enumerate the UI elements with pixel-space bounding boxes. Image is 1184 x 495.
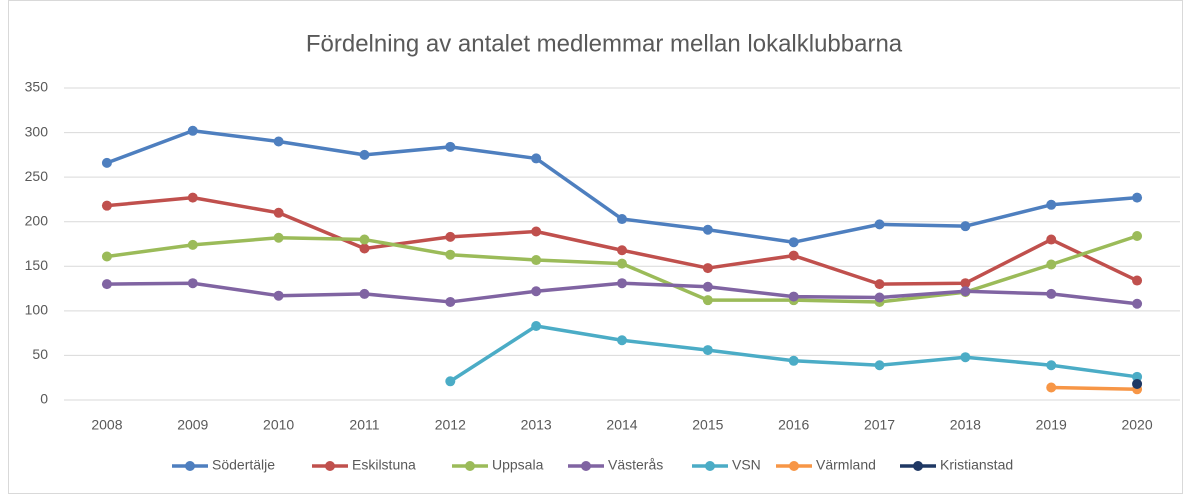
data-point — [960, 286, 971, 297]
data-point — [273, 207, 284, 218]
data-point — [788, 291, 799, 302]
data-point — [960, 352, 971, 363]
data-point — [617, 214, 627, 225]
data-point — [960, 221, 971, 232]
data-point — [359, 243, 370, 254]
data-point — [1132, 378, 1143, 389]
data-point — [531, 286, 542, 297]
data-point — [531, 255, 542, 266]
x-tick-label: 2012 — [435, 417, 466, 433]
legend-label: VSN — [732, 457, 761, 473]
legend-label: Södertälje — [212, 457, 275, 473]
series-line — [1051, 385, 1138, 392]
y-tick-label: 150 — [25, 257, 49, 273]
legend-marker — [325, 461, 335, 471]
data-point — [187, 239, 198, 250]
data-point — [101, 251, 112, 262]
legend-label: Kristianstad — [940, 457, 1013, 473]
data-point — [702, 281, 713, 292]
data-point — [788, 237, 799, 248]
data-point — [531, 321, 542, 332]
data-point — [960, 278, 971, 289]
data-point — [359, 149, 370, 160]
legend-marker — [185, 461, 195, 471]
chart-title: Fördelning av antalet medlemmar mellan l… — [306, 30, 903, 57]
data-point — [617, 278, 627, 289]
data-point — [788, 355, 799, 366]
data-point — [1132, 275, 1143, 286]
x-tick-label: 2020 — [1121, 417, 1152, 433]
data-point — [874, 360, 885, 371]
data-point — [445, 141, 456, 152]
x-tick-label: 2018 — [950, 417, 981, 433]
legend-marker — [581, 461, 591, 471]
x-tick-label: 2009 — [177, 417, 208, 433]
y-tick-label: 100 — [25, 302, 49, 318]
data-point — [101, 200, 112, 211]
data-point — [702, 295, 713, 306]
data-point — [445, 296, 456, 307]
data-point — [273, 136, 284, 147]
data-point — [187, 278, 198, 289]
data-point — [187, 125, 198, 136]
data-point — [187, 192, 198, 203]
data-point — [445, 249, 456, 260]
x-tick-label: 2008 — [91, 417, 122, 433]
data-point — [1132, 371, 1143, 382]
data-point — [531, 226, 542, 237]
x-tick-label: 2013 — [521, 417, 552, 433]
data-point — [1046, 382, 1057, 393]
data-point — [359, 234, 370, 245]
x-tick-label: 2016 — [778, 417, 809, 433]
data-point — [273, 232, 284, 243]
legend-marker — [913, 461, 923, 471]
data-point — [788, 250, 799, 261]
data-point — [617, 245, 627, 256]
legend-label: Uppsala — [492, 457, 544, 473]
y-tick-label: 300 — [25, 123, 49, 139]
y-tick-label: 250 — [25, 168, 49, 184]
data-point — [617, 335, 627, 346]
data-point — [702, 224, 713, 235]
data-point — [445, 231, 456, 242]
data-point — [874, 292, 885, 303]
x-tick-label: 2011 — [349, 417, 379, 433]
data-point — [1132, 192, 1143, 203]
data-point — [445, 376, 456, 387]
x-tick-label: 2014 — [606, 417, 637, 433]
legend-label: Västerås — [608, 457, 663, 473]
data-point — [1046, 259, 1057, 270]
data-point — [702, 345, 713, 356]
chart-border — [8, 0, 1183, 494]
legend-marker — [705, 461, 715, 471]
data-point — [273, 290, 284, 301]
data-point — [874, 219, 885, 230]
data-point — [531, 153, 542, 164]
x-tick-label: 2019 — [1036, 417, 1067, 433]
legend-label: Värmland — [816, 457, 876, 473]
x-tick-label: 2010 — [263, 417, 294, 433]
data-point — [1132, 298, 1143, 309]
y-tick-label: 350 — [25, 79, 49, 95]
data-point — [101, 157, 112, 168]
legend-label: Eskilstuna — [352, 457, 416, 473]
data-point — [1132, 230, 1143, 241]
data-point — [617, 258, 627, 269]
data-point — [1046, 288, 1057, 299]
y-tick-label: 200 — [25, 212, 49, 228]
y-tick-label: 0 — [40, 391, 48, 407]
x-tick-label: 2017 — [864, 417, 895, 433]
data-point — [702, 263, 713, 274]
data-point — [101, 279, 112, 290]
data-point — [1046, 199, 1057, 210]
x-tick-label: 2015 — [692, 417, 723, 433]
data-point — [1046, 234, 1057, 245]
data-point — [874, 279, 885, 290]
data-point — [1046, 360, 1057, 371]
legend-marker — [789, 461, 799, 471]
y-tick-label: 50 — [32, 346, 48, 362]
legend-marker — [465, 461, 475, 471]
data-point — [359, 288, 370, 299]
